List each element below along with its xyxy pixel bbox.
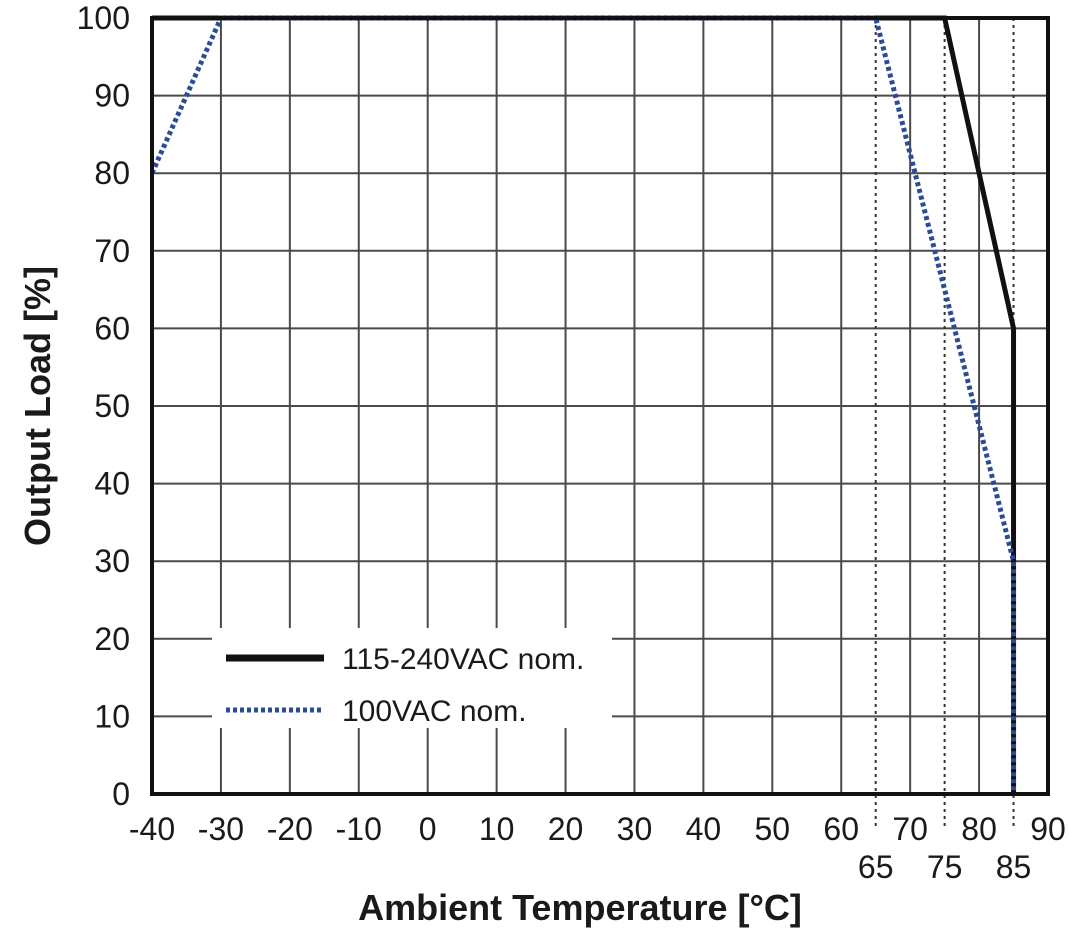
y-tick-label-0: 0: [112, 776, 130, 812]
x-tick-label-9: 50: [755, 811, 791, 847]
x-tick-label-7: 30: [617, 811, 653, 847]
x-tick-label-5: 10: [479, 811, 515, 847]
y-tick-labels: 0 10 20 30 40 50 60 70 80 90 100: [77, 0, 130, 812]
y-tick-label-5: 50: [94, 388, 130, 424]
x-tick-label-3: -10: [336, 811, 382, 847]
y-tick-label-10: 100: [77, 0, 130, 36]
x-tick-label-6: 20: [548, 811, 584, 847]
x-tick-label-0: -40: [129, 811, 175, 847]
marker-labels: 65 75 85: [858, 849, 1031, 885]
x-tick-labels: -40 -30 -20 -10 0 10 20 30 40 50 60 70 80 90: [129, 811, 1066, 847]
x-axis-title: Ambient Temperature [°C]: [358, 887, 802, 928]
y-axis-title: Output Load [%]: [17, 266, 58, 546]
x-tick-label-12: 80: [961, 811, 997, 847]
y-tick-label-2: 20: [94, 621, 130, 657]
y-tick-label-6: 60: [94, 310, 130, 346]
legend-label-series-1: 115-240VAC nom.: [342, 643, 584, 676]
y-tick-label-1: 10: [94, 698, 130, 734]
y-tick-label-7: 70: [94, 233, 130, 269]
y-tick-label-9: 90: [94, 78, 130, 114]
marker-label-85: 85: [996, 849, 1032, 885]
x-tick-label-10: 60: [823, 811, 859, 847]
plot-frame: [150, 16, 1050, 796]
y-tick-label-3: 30: [94, 543, 130, 579]
x-tick-label-13: 90: [1030, 811, 1066, 847]
x-tick-label-11: 70: [892, 811, 928, 847]
legend-label-series-2: 100VAC nom.: [342, 695, 527, 728]
y-tick-label-8: 80: [94, 155, 130, 191]
x-tick-label-1: -30: [198, 811, 244, 847]
x-tick-label-2: -20: [267, 811, 313, 847]
marker-label-75: 75: [927, 849, 963, 885]
y-tick-label-4: 40: [94, 466, 130, 502]
x-tick-label-4: 0: [419, 811, 437, 847]
marker-label-65: 65: [858, 849, 894, 885]
series-line-2: [149, 15, 1017, 794]
legend: 115-240VAC nom. 100VAC nom.: [212, 628, 612, 728]
x-tick-label-8: 40: [686, 811, 722, 847]
marker-lines-layer: [874, 18, 1015, 826]
